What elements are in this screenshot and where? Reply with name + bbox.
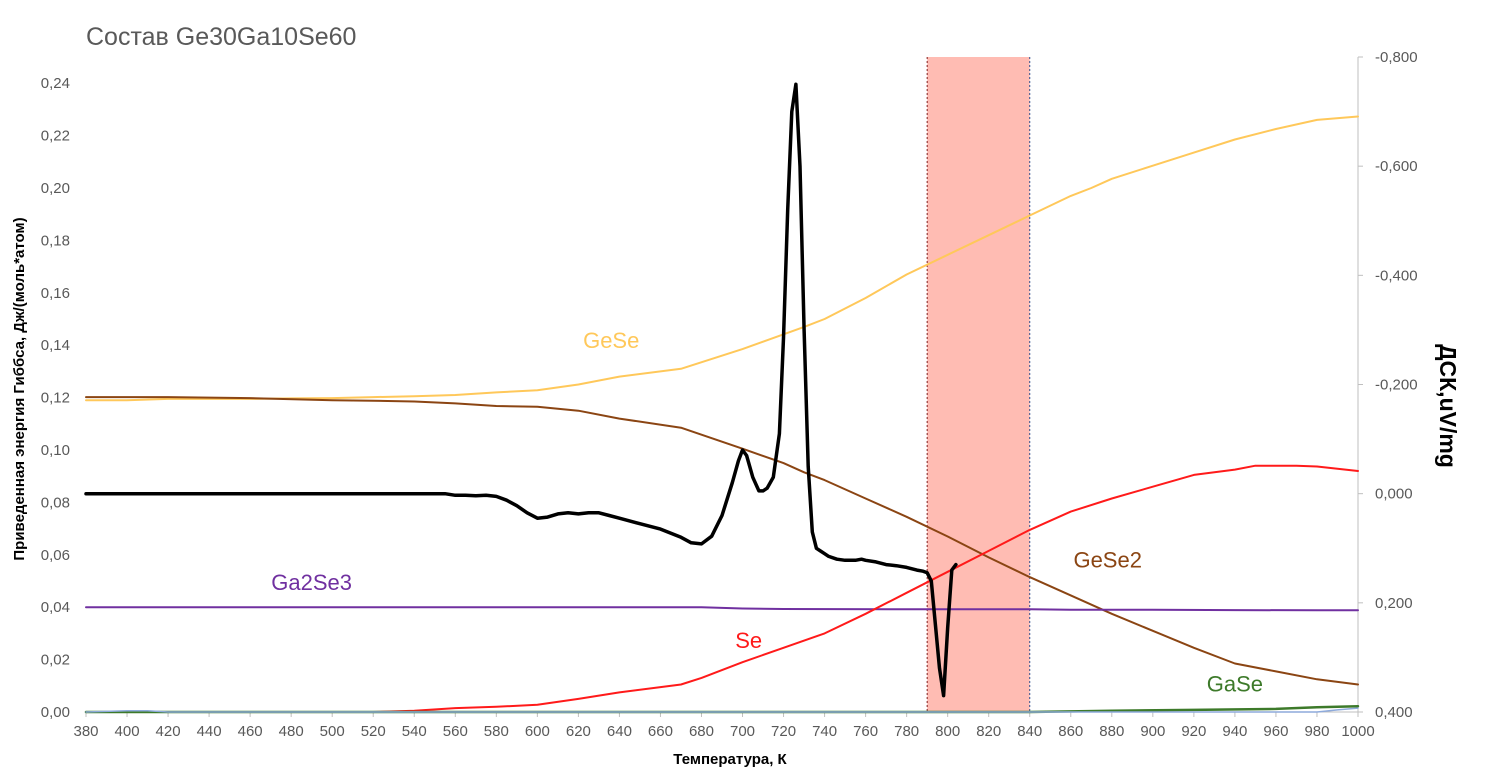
y2-tick-label: -0,400 <box>1375 267 1418 284</box>
x-tick-label: 500 <box>320 723 345 740</box>
y-tick-label: 0,16 <box>41 285 70 302</box>
y-tick-label: 0,06 <box>41 547 70 564</box>
y-tick-label: 0,20 <box>41 180 70 197</box>
y-tick-label: 0,18 <box>41 232 70 249</box>
series-line-se <box>85 464 1359 713</box>
x-tick-label: 700 <box>730 723 755 740</box>
x-tick-label: 860 <box>1058 723 1083 740</box>
chart-title: Состав Ge30Ga10Se60 <box>86 23 356 51</box>
y2-tick-label: -0,200 <box>1375 377 1418 394</box>
x-tick-label: 780 <box>894 723 919 740</box>
highlight-band-layer <box>926 57 1031 712</box>
y2-tick-label: -0,600 <box>1375 158 1418 175</box>
y-tick-label: 0,12 <box>41 390 70 407</box>
x-tick-label: 880 <box>1099 723 1124 740</box>
x-tick-label: 920 <box>1181 723 1206 740</box>
axes: 380 400 420 440 460 480 500 520 540 560 580 600 620 6… <box>41 49 1418 740</box>
x-tick-label: 460 <box>238 723 263 740</box>
series-lines <box>84 82 1360 714</box>
series-label-gase: GaSe <box>1207 672 1263 697</box>
y-tick-label: 0,08 <box>41 494 70 511</box>
y2-tick-label: 0,000 <box>1375 486 1413 503</box>
y2-tick-label: -0,800 <box>1375 49 1418 66</box>
x-tick-label: 400 <box>115 723 140 740</box>
x-tick-label: 900 <box>1140 723 1165 740</box>
y-tick-label: 0,10 <box>41 442 70 459</box>
x-tick-label: 420 <box>156 723 181 740</box>
series-line-unnamed-5 <box>85 707 1359 713</box>
x-tick-label: 600 <box>525 723 550 740</box>
y-tick-label: 0,00 <box>41 704 70 721</box>
x-tick-label: 680 <box>689 723 714 740</box>
series-line-dsc <box>84 82 958 698</box>
y-tick-label: 0,02 <box>41 652 70 669</box>
x-tick-label: 740 <box>812 723 837 740</box>
x-tick-label: 760 <box>853 723 878 740</box>
x-tick-label: 380 <box>73 723 98 740</box>
x-tick-label: 1000 <box>1341 723 1374 740</box>
x-tick-label: 940 <box>1222 723 1247 740</box>
x-tick-label: 820 <box>976 723 1001 740</box>
highlight-band <box>927 57 1030 712</box>
y-tick-label: 0,14 <box>41 337 70 354</box>
y-tick-label: 0,04 <box>41 599 70 616</box>
y2-tick-label: 0,200 <box>1375 595 1413 612</box>
y2-axis-title: ДСК,uV/mg <box>1435 344 1461 468</box>
x-axis-title: Температура, К <box>673 751 787 768</box>
series-label-gese2: GeSe2 <box>1073 547 1142 572</box>
x-tick-label: 960 <box>1263 723 1288 740</box>
series-label-gese: GeSe <box>583 328 639 353</box>
series-label-se: Se <box>735 628 762 653</box>
y-tick-label: 0,22 <box>41 128 70 145</box>
x-tick-label: 720 <box>771 723 796 740</box>
x-tick-label: 560 <box>443 723 468 740</box>
x-tick-label: 540 <box>402 723 427 740</box>
x-tick-label: 800 <box>935 723 960 740</box>
x-tick-label: 640 <box>607 723 632 740</box>
x-tick-label: 580 <box>484 723 509 740</box>
x-tick-label: 660 <box>648 723 673 740</box>
series-label-ga2se3: Ga2Se3 <box>271 570 352 595</box>
x-tick-label: 480 <box>279 723 304 740</box>
y2-tick-label: 0,400 <box>1375 704 1413 721</box>
x-tick-label: 840 <box>1017 723 1042 740</box>
y-axis-title: Приведенная энергия Гиббса, Дж/(моль*ато… <box>11 217 28 560</box>
series-labels: GeSe GeSe2 Ga2Se3 Se GaSe <box>271 328 1263 697</box>
x-tick-label: 440 <box>197 723 222 740</box>
x-tick-label: 520 <box>361 723 386 740</box>
x-tick-label: 980 <box>1304 723 1329 740</box>
series-line-gese2 <box>85 396 1359 686</box>
y-tick-label: 0,24 <box>41 75 70 92</box>
x-tick-label: 620 <box>566 723 591 740</box>
